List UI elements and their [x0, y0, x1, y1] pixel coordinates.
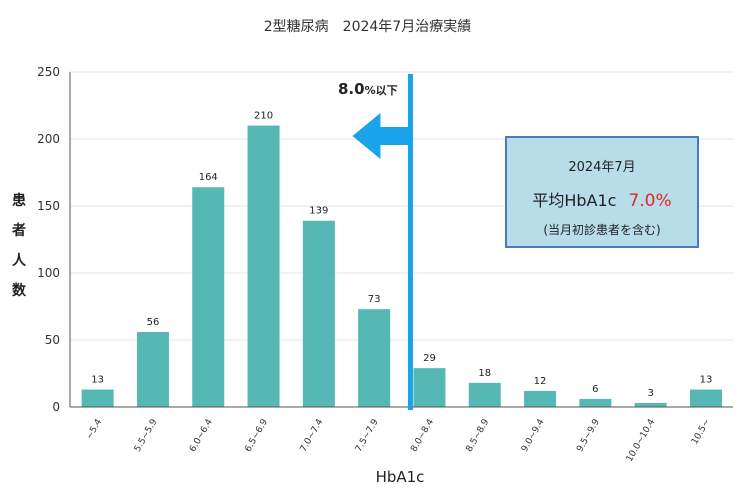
bar-value-label: 73: [368, 294, 381, 305]
x-tick-label: 7.5~7.9: [354, 417, 381, 454]
bars: [81, 125, 722, 407]
bar-value-label: 3: [647, 388, 653, 399]
bar: [524, 390, 557, 407]
bar: [302, 220, 335, 407]
y-axis-label: 患者人数: [9, 186, 29, 306]
bar: [579, 398, 612, 407]
y-tick-label: 150: [37, 199, 60, 213]
bar: [634, 402, 667, 407]
bar: [413, 368, 446, 407]
y-axis-label-char: 者: [12, 223, 26, 239]
bar-value-label: 56: [147, 317, 160, 328]
y-tick-label: 250: [37, 65, 60, 79]
info-average: 平均HbA1c 7.0%: [507, 187, 697, 211]
average-value: 7.0%: [628, 191, 672, 211]
bar-value-label: 13: [700, 375, 713, 386]
x-axis-ticks: ~5.4 5.5~5.9 6.0~6.4 6.5~6.9 7.0~7.4 7.5~7.9 8…: [85, 417, 713, 463]
bar: [358, 309, 391, 407]
x-tick-label: 6.5~6.9: [243, 417, 270, 454]
y-axis-ticks: 0 50 100 150 200 250: [37, 65, 60, 414]
x-tick-label: ~5.4: [85, 417, 105, 441]
y-tick-label: 0: [52, 400, 60, 414]
x-tick-label: 7.0~7.4: [299, 417, 326, 454]
y-axis-label-char: 患: [12, 193, 26, 209]
bar-value-label: 12: [534, 376, 547, 387]
x-tick-label: 8.5~8.9: [465, 417, 492, 454]
x-tick-label: 6.0~6.4: [188, 417, 215, 454]
info-month: 2024年7月: [568, 160, 636, 175]
bar-value-label: 6: [592, 384, 598, 395]
bar-value-label: 164: [199, 172, 218, 183]
y-axis-label-char: 人: [12, 253, 26, 269]
bar: [136, 331, 169, 407]
left-arrow-icon: [352, 113, 411, 159]
x-tick-label: 5.5~5.9: [133, 417, 160, 454]
bar-value-label: 29: [423, 353, 436, 364]
bar: [468, 382, 501, 407]
bar-value-label: 139: [309, 206, 328, 217]
bar: [192, 187, 225, 407]
x-tick-label: 10.5~: [690, 418, 712, 447]
threshold-label: 8.0%以下: [338, 80, 398, 98]
threshold-suffix: %以下: [364, 84, 398, 97]
average-info-box: 2024年7月 平均HbA1c 7.0% (当月初診患者を含む): [505, 136, 699, 248]
x-tick-label: 8.0~8.4: [409, 417, 436, 454]
average-label: 平均HbA1c: [532, 191, 617, 210]
info-note: (当月初診患者を含む): [543, 223, 661, 237]
chart-title: 2型糖尿病 2024年7月治療実績: [263, 19, 472, 35]
bar: [247, 125, 280, 407]
data-labels: 13 56 164 210 139 73 29 18 12 6 3 13: [91, 111, 712, 399]
y-tick-label: 200: [37, 132, 60, 146]
x-tick-label: 9.5~9.9: [575, 417, 602, 454]
x-axis-label: HbA1c: [375, 468, 425, 486]
y-tick-label: 50: [45, 333, 60, 347]
x-tick-label: 10.0~10.4: [625, 417, 658, 463]
bar-value-label: 13: [91, 375, 104, 386]
y-axis-label-char: 数: [12, 283, 26, 299]
x-tick-label: 9.0~9.4: [520, 417, 547, 454]
bar: [81, 389, 114, 407]
bar-value-label: 18: [478, 368, 491, 379]
y-tick-label: 100: [37, 266, 60, 280]
bar-value-label: 210: [254, 111, 273, 122]
threshold-value: 8.0: [338, 80, 365, 98]
bar: [689, 389, 722, 407]
